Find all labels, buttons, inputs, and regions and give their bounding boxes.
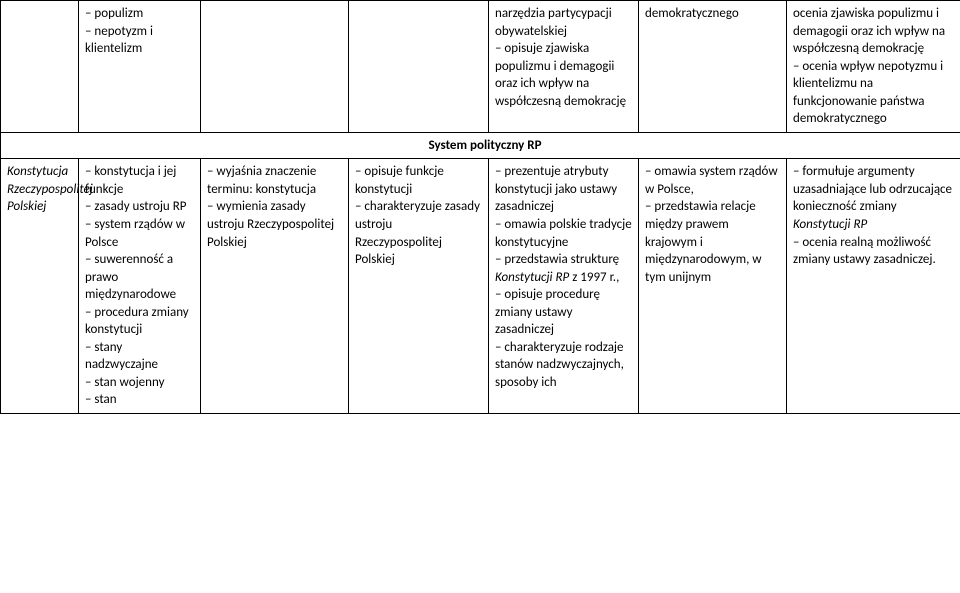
document-table: – populizm – nepotyzm i klientelizm narz… — [0, 0, 960, 414]
cell-level3: – prezentuje atrybuty konstytucji jako u… — [489, 159, 639, 414]
section-title: System polityczny RP — [429, 137, 633, 155]
cell-level2: – opisuje funkcje konstytucji – charakte… — [349, 159, 489, 414]
cell-level4: – omawia system rządów w Polsce, – przed… — [639, 159, 787, 414]
cell-level5: ocenia zjawiska populizmu i demagogii or… — [787, 1, 960, 133]
text-part: – prezentuje atrybuty konstytucji jako u… — [495, 164, 632, 267]
italic-text: Konstytucji RP — [793, 217, 867, 232]
cell-level3: narzędzia partycypacji obywatelskiej – o… — [489, 1, 639, 133]
section-cell — [79, 132, 201, 159]
text-part: z 1997 r., – opisuje procedurę zmiany us… — [495, 270, 624, 390]
section-cell — [1, 132, 79, 159]
cell-keywords: – konstytucja i jej funkcje – zasady ust… — [79, 159, 201, 414]
section-cell — [201, 132, 349, 159]
cell-topic: Konstytucja Rzeczypospolitej Polskiej — [1, 159, 79, 414]
italic-text: Konstytucji RP — [495, 270, 569, 285]
text-part: – formułuje argumenty uzasadniające lub … — [793, 164, 952, 214]
cell-level4: demokratycznego — [639, 1, 787, 133]
section-header-row: System polityczny RP — [1, 132, 960, 159]
cell-keywords: – populizm – nepotyzm i klientelizm — [79, 1, 201, 133]
table-row: Konstytucja Rzeczypospolitej Polskiej – … — [1, 159, 960, 414]
section-cell — [787, 132, 960, 159]
cell-level1: – wyjaśnia znaczenie terminu: konstytucj… — [201, 159, 349, 414]
cell-level1 — [201, 1, 349, 133]
table-row: – populizm – nepotyzm i klientelizm narz… — [1, 1, 960, 133]
text-part: – ocenia realną możliwość zmiany ustawy … — [793, 235, 936, 268]
cell-topic — [1, 1, 79, 133]
cell-level2 — [349, 1, 489, 133]
cell-level5: – formułuje argumenty uzasadniające lub … — [787, 159, 960, 414]
section-cell — [639, 132, 787, 159]
section-cell: System polityczny RP — [489, 132, 639, 159]
